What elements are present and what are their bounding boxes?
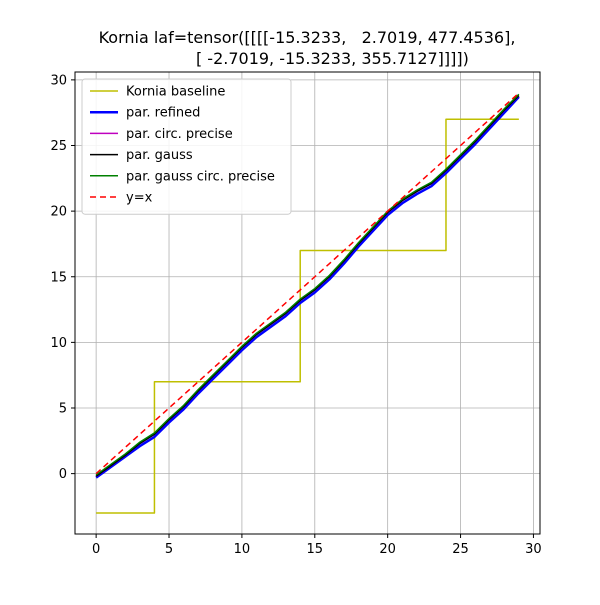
plot-area — [95, 92, 520, 514]
x-tick-label: 15 — [307, 542, 324, 557]
legend-label-2: par. circ. precise — [126, 127, 233, 142]
y-tick-label: 0 — [59, 467, 67, 482]
series-line-4 — [95, 93, 520, 476]
legend-label-0: Kornia baseline — [126, 85, 225, 100]
y-tick-label: 30 — [50, 73, 67, 88]
series-line-1 — [95, 96, 520, 479]
x-tick-label: 5 — [165, 542, 173, 557]
y-tick-label: 25 — [50, 139, 67, 154]
x-tick-label: 10 — [234, 542, 251, 557]
legend-label-5: y=x — [126, 191, 153, 206]
series-line-5 — [95, 92, 520, 475]
y-tick-label: 10 — [50, 336, 67, 351]
chart-title-line-1: Kornia laf=tensor([[[[-15.3233, 2.7019, … — [99, 28, 516, 47]
legend-label-4: par. gauss circ. precise — [126, 169, 275, 184]
legend: Kornia baseline par. refined par. circ. pr… — [81, 78, 292, 215]
legend-label-3: par. gauss — [126, 148, 193, 163]
x-tick-label: 20 — [379, 542, 396, 557]
series-line-3 — [95, 95, 520, 477]
axes-frame — [74, 71, 541, 535]
y-tick-label: 20 — [50, 205, 67, 220]
y-tick-label: 15 — [50, 270, 67, 285]
chart-title-line-2: [ -2.7019, -15.3233, 355.7127]]]]) — [145, 49, 469, 68]
axes: 0 5 10 15 20 25 30 0 5 10 15 20 25 30 — [50, 71, 542, 557]
x-tick-label: 30 — [525, 542, 542, 557]
series-line-0 — [96, 118, 519, 514]
x-tick-label: 0 — [92, 542, 100, 557]
y-tick-label: 5 — [59, 402, 67, 417]
legend-label-1: par. refined — [126, 106, 200, 121]
legend-box — [81, 78, 292, 215]
x-tick-label: 25 — [452, 542, 469, 557]
